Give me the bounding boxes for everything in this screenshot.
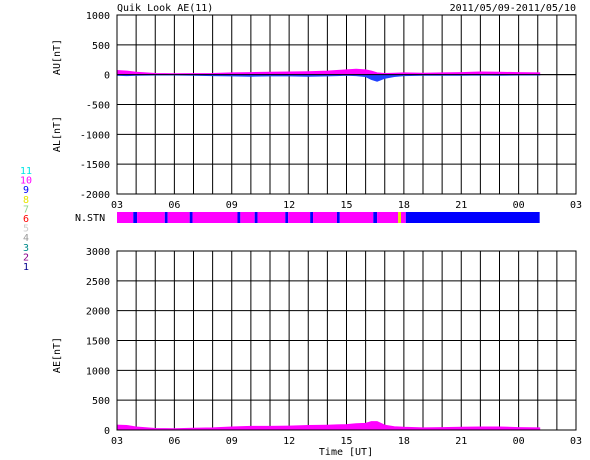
ae-axis-label: AE[nT] (52, 337, 63, 373)
y-tick-label: 0 (104, 426, 110, 437)
y-tick-label: -2000 (80, 190, 110, 201)
station-segment (192, 212, 238, 223)
y-tick-label: 500 (92, 41, 110, 52)
x-tick-label: 06 (168, 436, 180, 447)
station-segment (117, 212, 134, 223)
x-tick-label: 18 (398, 200, 410, 211)
station-segment (285, 212, 289, 223)
legend-entry: 5 (23, 224, 29, 235)
legend-entry: 4 (23, 233, 29, 244)
series-ae-area (116, 421, 541, 431)
y-tick-label: 3000 (86, 247, 110, 258)
x-tick-label: 03 (111, 436, 123, 447)
legend-entry: 7 (23, 204, 29, 215)
y-tick-label: 0 (104, 71, 110, 82)
station-count-bar (117, 212, 540, 223)
chart-title: Quik Look AE(11) (117, 3, 213, 14)
y-tick-label: 1500 (86, 337, 110, 348)
x-tick-label: 03 (570, 200, 582, 211)
legend-entry: 6 (23, 214, 29, 225)
legend-entry: 9 (23, 185, 29, 196)
series-au-area (116, 68, 541, 76)
y-tick-label: 2000 (86, 307, 110, 318)
station-bar-label: N.STN (75, 213, 105, 224)
x-tick-label: 12 (283, 436, 295, 447)
x-tick-label: 09 (226, 200, 238, 211)
x-tick-label: 00 (513, 436, 525, 447)
station-segment (336, 212, 340, 223)
station-segment (240, 212, 255, 223)
station-segment (401, 212, 406, 223)
x-tick-label: 09 (226, 436, 238, 447)
x-tick-label: 15 (340, 436, 352, 447)
x-tick-label: 21 (455, 436, 467, 447)
station-segment (254, 212, 258, 223)
date-range: 2011/05/09-2011/05/10 (450, 3, 576, 14)
plot-frame (116, 250, 577, 431)
plot-frame (116, 14, 577, 195)
series-al-area (116, 74, 541, 82)
station-segment (339, 212, 374, 223)
y-tick-label: 500 (92, 396, 110, 407)
station-segment (405, 212, 540, 223)
x-tick-label: 21 (455, 200, 467, 211)
station-segment (189, 212, 193, 223)
station-segment (164, 212, 168, 223)
au-axis-label: AU[nT] (52, 39, 63, 75)
station-segment (398, 212, 402, 223)
legend-entry: 11 (20, 166, 32, 177)
x-tick-label: 03 (111, 200, 123, 211)
x-tick-label: 18 (398, 436, 410, 447)
station-segment (373, 212, 378, 223)
x-tick-label: 03 (570, 436, 582, 447)
station-segment (257, 212, 286, 223)
station-segment (133, 212, 138, 223)
legend-entry: 2 (23, 252, 29, 263)
x-tick-label: 06 (168, 200, 180, 211)
y-tick-label: -500 (86, 101, 110, 112)
legend-entry: 10 (20, 176, 32, 187)
station-segment (137, 212, 165, 223)
legend-entry: 1 (23, 262, 29, 273)
station-segment (167, 212, 190, 223)
x-tick-label: 15 (340, 200, 352, 211)
legend-entry: 3 (23, 243, 29, 254)
x-tick-label: 00 (513, 200, 525, 211)
y-tick-label: 2500 (86, 277, 110, 288)
station-segment (313, 212, 337, 223)
station-segment (237, 212, 241, 223)
x-tick-label: 12 (283, 200, 295, 211)
y-tick-label: -1500 (80, 160, 110, 171)
legend-entry: 8 (23, 195, 29, 206)
y-tick-label: -1000 (80, 130, 110, 141)
station-segment (377, 212, 399, 223)
x-axis-label: Time [UT] (319, 447, 373, 458)
al-axis-label: AL[nT] (52, 116, 63, 152)
y-tick-label: 1000 (86, 366, 110, 377)
y-tick-label: 1000 (86, 11, 110, 22)
station-segment (288, 212, 311, 223)
station-segment (310, 212, 314, 223)
